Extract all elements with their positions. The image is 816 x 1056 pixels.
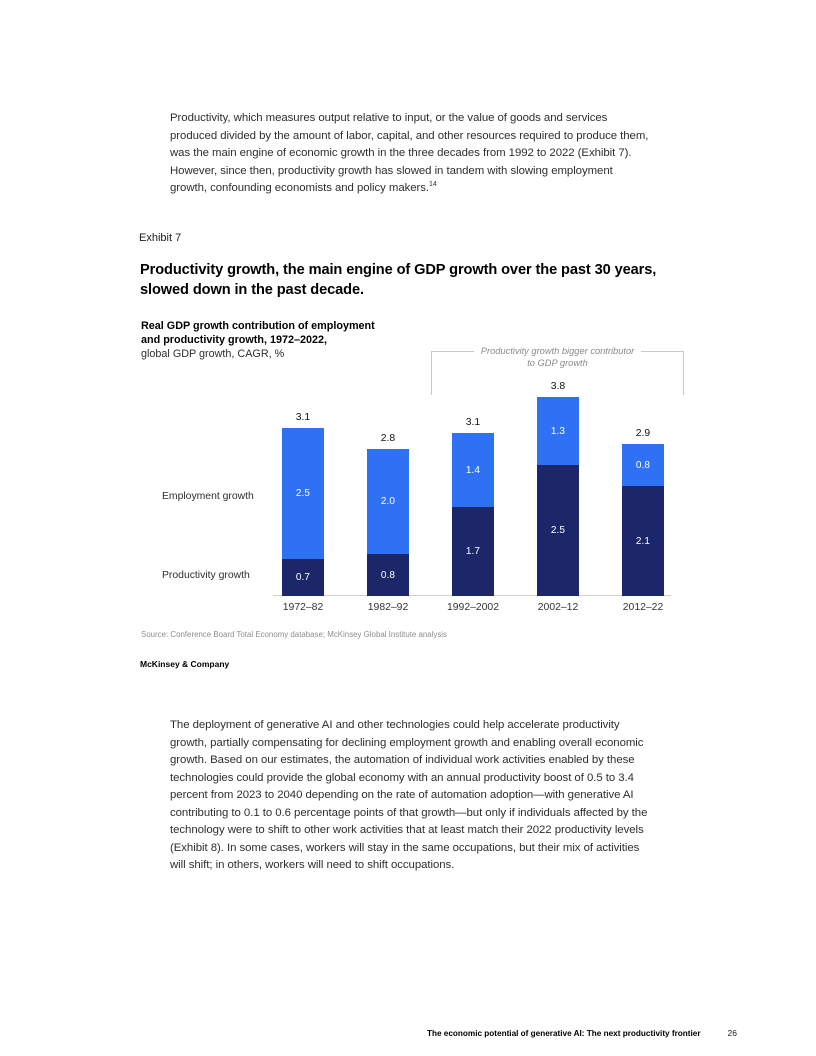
annotation-bracket: Productivity growth bigger contributor t… xyxy=(431,345,685,395)
bar-segment-productivity: 2.5 xyxy=(537,465,579,596)
bracket-top: Productivity growth bigger contributor t… xyxy=(431,345,685,369)
bracket-line-right xyxy=(641,351,685,352)
bar-total-label: 2.8 xyxy=(380,433,396,444)
exhibit-label: Exhibit 7 xyxy=(139,232,182,244)
bar-total-label: 3.8 xyxy=(550,381,566,392)
footer-page-number: 26 xyxy=(727,1028,737,1038)
annotation-text: Productivity growth bigger contributor t… xyxy=(480,346,635,368)
series-label-productivity-growth: Productivity growth xyxy=(162,570,250,581)
bar-total-label: 3.1 xyxy=(295,412,311,423)
bar-segment-employment: 1.3 xyxy=(537,397,579,465)
x-axis-tick-label: 2012–22 xyxy=(622,602,664,613)
body-paragraph-2: The deployment of generative AI and othe… xyxy=(170,719,648,871)
bar-total-label: 2.9 xyxy=(635,428,651,439)
x-axis-tick-label: 1972–82 xyxy=(282,602,324,613)
bar-segment-productivity: 0.7 xyxy=(282,559,324,596)
bar-segment-employment: 0.8 xyxy=(622,444,664,486)
mckinsey-brand: McKinsey & Company xyxy=(140,659,230,669)
chart-title: Real GDP growth contribution of employme… xyxy=(141,320,375,346)
bar-segment-productivity: 0.8 xyxy=(367,554,409,596)
bar-segment-employment: 1.4 xyxy=(452,433,494,507)
bracket-left-arm xyxy=(431,351,432,395)
bar-segment-employment: 2.0 xyxy=(367,449,409,554)
page-footer: The economic potential of generative AI:… xyxy=(0,1028,737,1038)
x-axis-tick-label: 2002–12 xyxy=(537,602,579,613)
bar-segment-employment: 2.5 xyxy=(282,428,324,559)
x-axis-tick-label: 1982–92 xyxy=(367,602,409,613)
chart-source: Source: Conference Board Total Economy d… xyxy=(141,630,447,639)
bar-segment-productivity: 1.7 xyxy=(452,507,494,596)
body-paragraph-1: Productivity, which measures output rela… xyxy=(170,110,650,198)
footer-report-title: The economic potential of generative AI:… xyxy=(426,1029,701,1038)
bracket-line-left xyxy=(431,351,474,352)
exhibit-title: Productivity growth, the main engine of … xyxy=(140,262,657,298)
body-paragraph-1-text: Productivity, which measures output rela… xyxy=(170,112,649,194)
x-axis-tick-label: 1992–2002 xyxy=(446,602,499,613)
bar-segment-productivity: 2.1 xyxy=(622,486,664,596)
bracket-right-arm xyxy=(683,351,684,395)
chart-subtitle: global GDP growth, CAGR, % xyxy=(141,348,285,360)
bar-total-label: 3.1 xyxy=(465,417,481,428)
footnote-marker: 14 xyxy=(429,181,437,189)
series-label-employment-growth: Employment growth xyxy=(162,491,254,502)
